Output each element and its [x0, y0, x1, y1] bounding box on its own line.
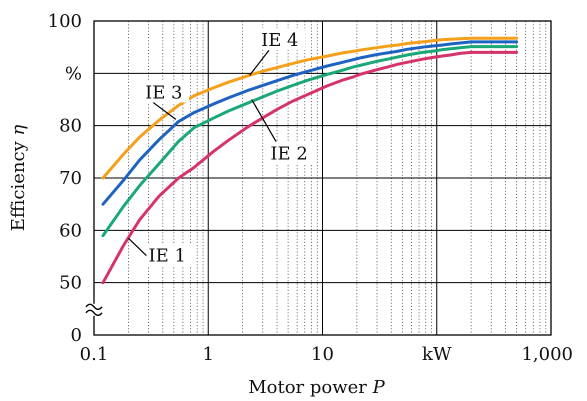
y-axis-title-text: Efficiency	[8, 140, 29, 231]
x-tick-label: 1	[203, 344, 214, 365]
leader-line-ie-2	[251, 99, 279, 146]
series-label-bg-ie-3	[143, 80, 190, 103]
axis-break-mark	[85, 303, 103, 311]
x-axis-title: Motor power P	[248, 377, 385, 398]
leader-line-ie-1	[127, 237, 147, 257]
series-label-ie-2: IE 2	[270, 144, 307, 165]
x-axis-variable: P	[372, 377, 386, 398]
leader-line-ie-3	[152, 101, 177, 120]
y-axis-variable: η	[8, 125, 29, 136]
series-line-ie-3	[101, 40, 519, 206]
axis-break-gap	[86, 303, 102, 316]
x-axis-title-text: Motor power	[248, 377, 367, 398]
y-tick-label: 100	[48, 11, 82, 32]
x-tick-labels: 0.1 1 10 kW 1,000	[80, 344, 573, 365]
series-line-ie-2	[101, 45, 519, 238]
series-label-bg-ie-4	[259, 28, 306, 51]
y-tick-label: 50	[59, 273, 82, 294]
y-tick-label: 70	[59, 168, 82, 189]
y-tick-label: 80	[59, 116, 82, 137]
series-label-ie-3: IE 3	[145, 82, 182, 103]
axis-break-mark	[85, 309, 103, 317]
series-label-bg-ie-1	[146, 243, 193, 266]
series-label-ie-1: IE 1	[149, 246, 186, 267]
y-tick-labels: 0 50 60 70 80% 100	[48, 11, 82, 346]
y-tick-label: 60	[59, 220, 82, 241]
x-tick-label: 0.1	[80, 344, 109, 365]
leader-line-ie-4	[249, 49, 270, 76]
series-labels: IE 1 IE 2 IE 3 IE 4	[127, 28, 315, 267]
series-line-ie-1	[101, 50, 519, 285]
x-tick-label: 1,000	[521, 344, 573, 365]
x-tick-label: 10	[311, 344, 334, 365]
y-tick-label: 0	[71, 325, 82, 346]
x-tick-label: kW	[422, 344, 452, 365]
series-label-ie-4: IE 4	[261, 30, 298, 51]
series-label-bg-ie-2	[268, 141, 315, 164]
y-tick-label: %	[65, 63, 82, 84]
y-axis-title: Efficiency η	[8, 125, 29, 232]
y-axis-break	[85, 303, 103, 317]
plot-frame	[93, 20, 552, 336]
